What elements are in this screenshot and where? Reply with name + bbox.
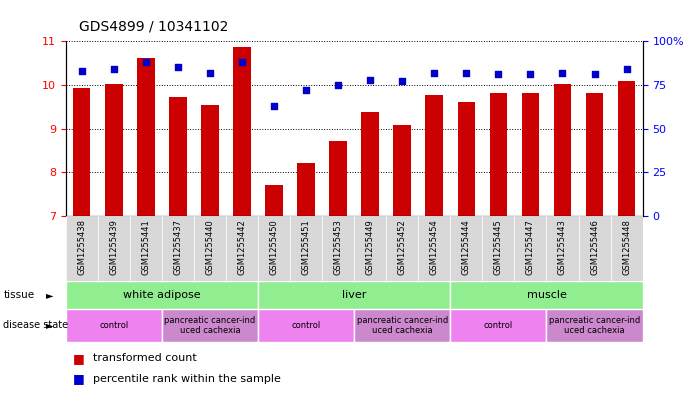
Text: muscle: muscle	[527, 290, 567, 300]
Text: percentile rank within the sample: percentile rank within the sample	[93, 374, 281, 384]
Text: GSM1255442: GSM1255442	[238, 219, 247, 275]
Text: ►: ►	[46, 320, 53, 330]
Bar	[105, 84, 122, 216]
Bar	[553, 84, 571, 216]
Bar	[330, 141, 347, 216]
Text: white adipose: white adipose	[123, 290, 200, 300]
Bar	[66, 309, 162, 342]
Point	[525, 72, 536, 78]
Point	[365, 77, 376, 83]
Point	[493, 72, 504, 78]
Text: ►: ►	[46, 290, 53, 300]
Text: ■: ■	[73, 352, 84, 365]
Point	[332, 82, 343, 88]
Point	[236, 59, 247, 65]
Text: GSM1255441: GSM1255441	[141, 219, 150, 275]
Bar	[457, 103, 475, 216]
Bar	[194, 216, 226, 281]
Bar	[514, 216, 547, 281]
Bar	[547, 216, 578, 281]
Bar	[354, 309, 451, 342]
Point	[301, 87, 312, 94]
Bar	[354, 216, 386, 281]
Bar	[386, 216, 418, 281]
Text: GSM1255451: GSM1255451	[301, 219, 310, 275]
Text: GSM1255447: GSM1255447	[526, 219, 535, 275]
Bar	[361, 112, 379, 216]
Text: disease state: disease state	[3, 320, 68, 330]
Text: GSM1255454: GSM1255454	[430, 219, 439, 275]
Bar	[226, 216, 258, 281]
Bar	[393, 125, 411, 216]
Text: GSM1255452: GSM1255452	[398, 219, 407, 275]
Text: control: control	[292, 321, 321, 330]
Bar	[489, 93, 507, 216]
Text: GSM1255439: GSM1255439	[109, 219, 118, 275]
Point	[205, 70, 216, 76]
Text: GSM1255437: GSM1255437	[173, 219, 182, 275]
Text: liver: liver	[342, 290, 366, 300]
Text: pancreatic cancer-ind
uced cachexia: pancreatic cancer-ind uced cachexia	[164, 316, 256, 335]
Text: GSM1255446: GSM1255446	[590, 219, 599, 275]
Bar	[297, 163, 315, 216]
Bar	[137, 58, 155, 216]
Text: tissue: tissue	[3, 290, 35, 300]
Bar	[258, 216, 290, 281]
Point	[140, 59, 151, 65]
Text: ■: ■	[73, 372, 84, 385]
Point	[172, 64, 183, 71]
Point	[108, 66, 120, 72]
Text: GSM1255440: GSM1255440	[205, 219, 214, 275]
Bar	[66, 216, 97, 281]
Point	[269, 103, 280, 109]
Bar	[426, 95, 443, 216]
Text: pancreatic cancer-ind
uced cachexia: pancreatic cancer-ind uced cachexia	[357, 316, 448, 335]
Bar	[451, 309, 547, 342]
Text: GSM1255453: GSM1255453	[334, 219, 343, 275]
Bar	[618, 81, 636, 216]
Point	[557, 70, 568, 76]
Text: control: control	[484, 321, 513, 330]
Bar	[73, 88, 91, 216]
Text: control: control	[99, 321, 129, 330]
Bar	[322, 216, 354, 281]
Text: GDS4899 / 10341102: GDS4899 / 10341102	[79, 20, 229, 33]
Bar	[578, 216, 611, 281]
Bar	[258, 309, 354, 342]
Text: GSM1255445: GSM1255445	[494, 219, 503, 275]
Point	[76, 68, 87, 74]
Bar	[482, 216, 514, 281]
Text: GSM1255449: GSM1255449	[366, 219, 375, 275]
Bar	[451, 216, 482, 281]
Bar	[290, 216, 322, 281]
Point	[589, 72, 600, 78]
Point	[621, 66, 632, 72]
Text: GSM1255450: GSM1255450	[269, 219, 278, 275]
Bar	[611, 216, 643, 281]
Bar	[233, 46, 251, 216]
Bar	[586, 93, 603, 216]
Point	[397, 78, 408, 84]
Bar	[418, 216, 451, 281]
Text: GSM1255443: GSM1255443	[558, 219, 567, 275]
Bar	[265, 185, 283, 216]
Text: transformed count: transformed count	[93, 353, 197, 363]
Bar	[162, 216, 194, 281]
Text: GSM1255444: GSM1255444	[462, 219, 471, 275]
Bar	[451, 281, 643, 309]
Bar	[66, 281, 258, 309]
Bar	[522, 93, 539, 216]
Bar	[169, 97, 187, 216]
Bar	[201, 105, 219, 216]
Bar	[162, 309, 258, 342]
Text: GSM1255448: GSM1255448	[622, 219, 631, 275]
Bar	[130, 216, 162, 281]
Bar	[97, 216, 130, 281]
Point	[428, 70, 439, 76]
Text: pancreatic cancer-ind
uced cachexia: pancreatic cancer-ind uced cachexia	[549, 316, 640, 335]
Point	[461, 70, 472, 76]
Text: GSM1255438: GSM1255438	[77, 219, 86, 275]
Bar	[547, 309, 643, 342]
Bar	[258, 281, 451, 309]
